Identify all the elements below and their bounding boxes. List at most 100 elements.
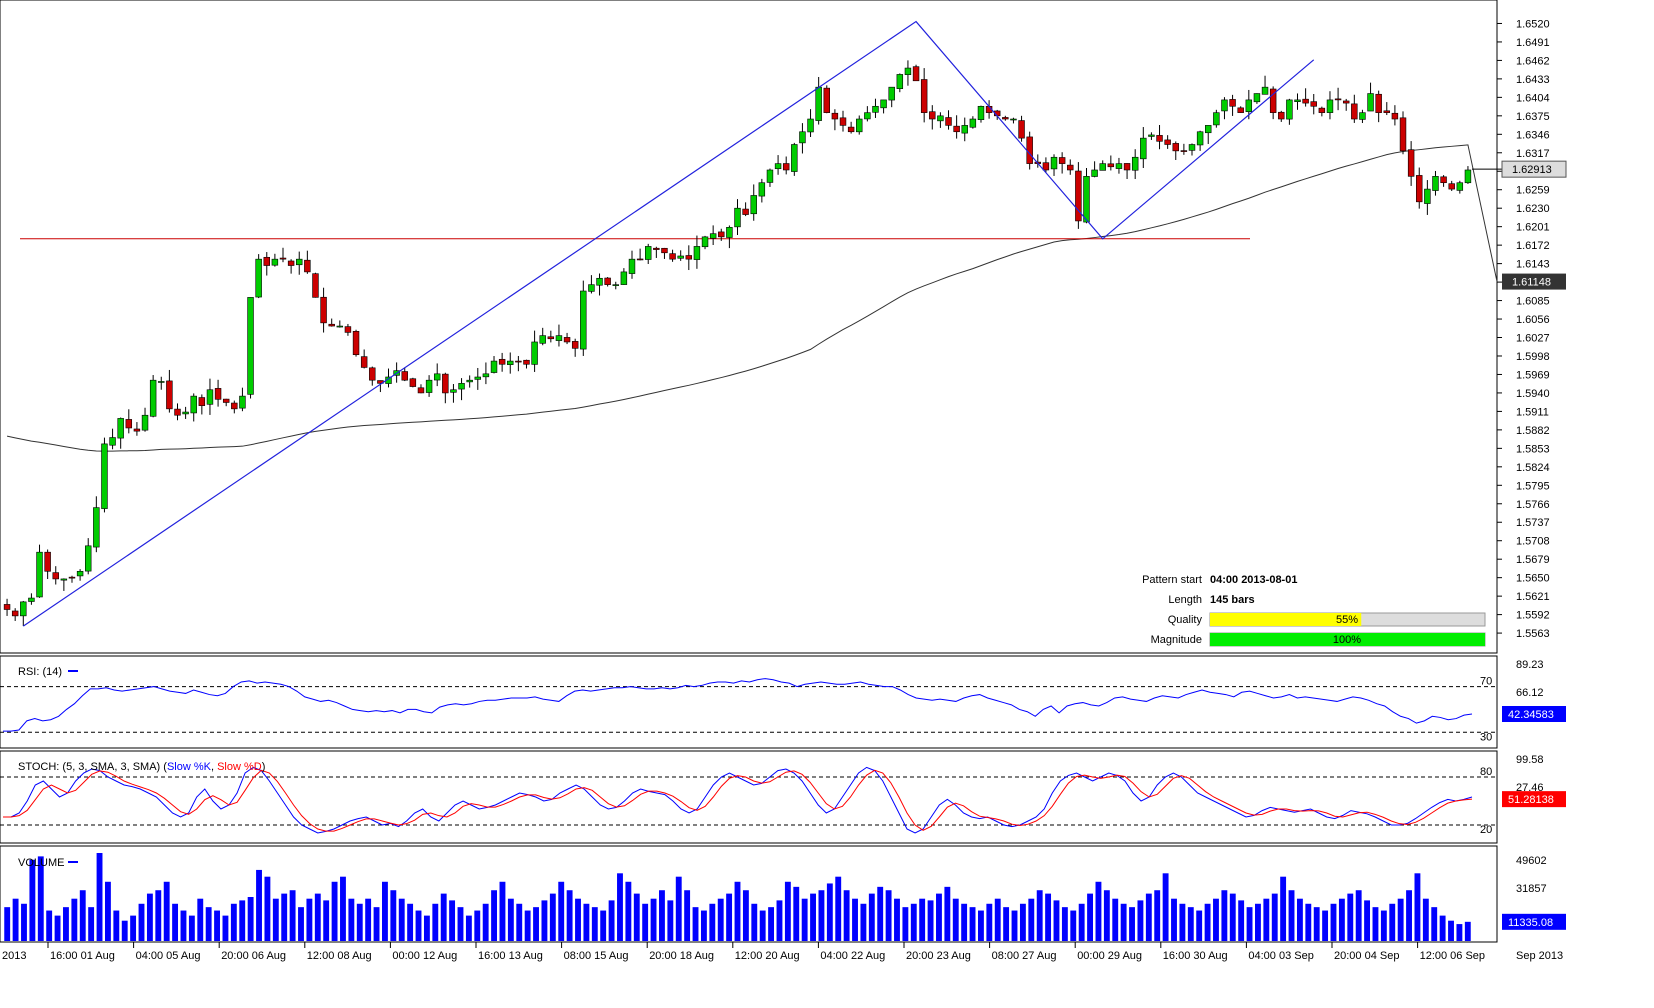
volume-bar: [961, 903, 968, 941]
price-tick-label: 1.6230: [1516, 203, 1550, 215]
rsi-layer: 70 30 89.23 66.12 42.34583: [0, 659, 1566, 743]
volume-bar: [37, 856, 44, 941]
volume-bar: [1263, 898, 1270, 941]
volume-bar: [239, 900, 246, 941]
volume-bar: [1271, 893, 1278, 941]
volume-bar: [1322, 910, 1329, 941]
candle-body: [718, 231, 725, 238]
volume-bar: [1003, 907, 1010, 941]
candle-body: [758, 182, 766, 197]
volume-bar: [46, 910, 53, 941]
price-tick-label: 1.6027: [1516, 333, 1550, 345]
candle-body: [101, 443, 108, 509]
candle-body: [912, 66, 920, 82]
volume-bar: [835, 876, 842, 941]
candle-body: [1318, 107, 1326, 113]
stoch-label: STOCH: (5, 3, SMA, 3, SMA) (Slow %K, Slo…: [18, 761, 265, 773]
volume-bar: [29, 859, 36, 941]
rsi-panel: 70 30 89.23 66.12 42.34583 RSI: (14): [0, 655, 1566, 749]
volume-bar: [1078, 903, 1085, 941]
volume-bar: [742, 890, 749, 941]
volume-bar: [298, 907, 304, 941]
stoch-label-suffix: ): [262, 761, 266, 773]
candle-body: [1456, 182, 1464, 191]
price-tags: 1.62913 1.61148: [1472, 160, 1567, 290]
pattern-layer: [22, 20, 1315, 627]
candle-body: [141, 414, 149, 431]
volume-bar: [440, 893, 447, 941]
candle-body: [612, 284, 619, 286]
volume-bar: [810, 893, 816, 941]
price-tick-label: 1.6520: [1516, 18, 1550, 30]
volume-bar: [113, 910, 120, 941]
volume-bar: [180, 910, 187, 941]
candle-body: [68, 576, 76, 579]
volume-bar: [1095, 881, 1102, 941]
volume-bar: [1221, 890, 1228, 941]
volume-bar: [1422, 898, 1429, 941]
volume-bar: [1129, 907, 1135, 941]
volume-bar: [843, 890, 850, 941]
candle-body: [190, 395, 197, 414]
level-label: 80: [1480, 766, 1492, 778]
volume-bar: [1347, 893, 1354, 941]
volume-bar: [398, 898, 405, 941]
price-axis: 1.6520 1.6491 1.6462 1.6433 1.6404 1.6375 1.63…: [1497, 18, 1550, 640]
candle-body: [263, 256, 270, 266]
candle-body: [1286, 99, 1293, 120]
volume-bar: [566, 890, 573, 941]
volume-current-text: 11335.08: [1508, 917, 1553, 929]
volume-bar: [860, 903, 867, 941]
volume-bar: [768, 907, 775, 941]
candle-body: [117, 418, 124, 439]
volume-bar: [1061, 907, 1068, 941]
candle-body: [1140, 137, 1147, 160]
volume-bar: [1053, 900, 1060, 941]
volume-panel: 49602 31857 11335.08 VOLUME: [0, 845, 1566, 943]
volume-layer: 49602 31857 11335.08: [4, 853, 1566, 941]
candle-body: [1221, 99, 1228, 112]
volume-bar: [146, 893, 153, 941]
candle-body: [352, 331, 360, 356]
price-tick-label: 1.6201: [1516, 222, 1550, 234]
candle-body: [856, 118, 863, 133]
candle-body: [498, 358, 506, 365]
price-tick-label: 1.6346: [1516, 129, 1550, 141]
volume-bar: [172, 903, 179, 941]
candle-body: [239, 395, 246, 409]
magnitude-value: 100%: [1333, 634, 1361, 646]
candle-body: [904, 67, 912, 75]
volume-bar: [1439, 915, 1446, 941]
time-tick-label: 12:00 08 Aug: [307, 950, 372, 962]
candle-body: [1432, 176, 1439, 191]
stoch-k-line: [3, 766, 1473, 834]
candle-body: [1205, 125, 1212, 134]
candle-body: [815, 86, 822, 121]
price-tick-label: 1.5708: [1516, 536, 1550, 548]
candle-body: [1042, 162, 1050, 171]
price-tick-label: 1.6404: [1516, 92, 1550, 104]
candle-body: [1294, 99, 1301, 103]
volume-bar: [96, 853, 103, 941]
candle-body: [417, 387, 425, 394]
volume-bar: [927, 900, 934, 941]
volume-bar: [784, 881, 791, 941]
volume-bar: [1280, 876, 1287, 941]
volume-bar: [1103, 890, 1110, 941]
magnitude-label: Magnitude: [1151, 634, 1202, 646]
candle-body: [149, 379, 157, 417]
price-tick-label: 1.5621: [1516, 591, 1550, 603]
candle-body: [831, 112, 839, 120]
volume-bar: [642, 903, 649, 941]
candle-body: [1148, 134, 1155, 137]
volume-bar: [524, 910, 531, 941]
level-label: 20: [1480, 824, 1492, 836]
candle-body: [774, 163, 782, 170]
volume-bar: [986, 903, 993, 941]
volume-bar: [465, 915, 472, 941]
candle-body: [636, 258, 644, 261]
candle-body: [166, 380, 173, 410]
volume-bar: [281, 893, 288, 941]
candle-body: [661, 247, 668, 254]
price-tick-label: 1.5940: [1516, 388, 1550, 400]
